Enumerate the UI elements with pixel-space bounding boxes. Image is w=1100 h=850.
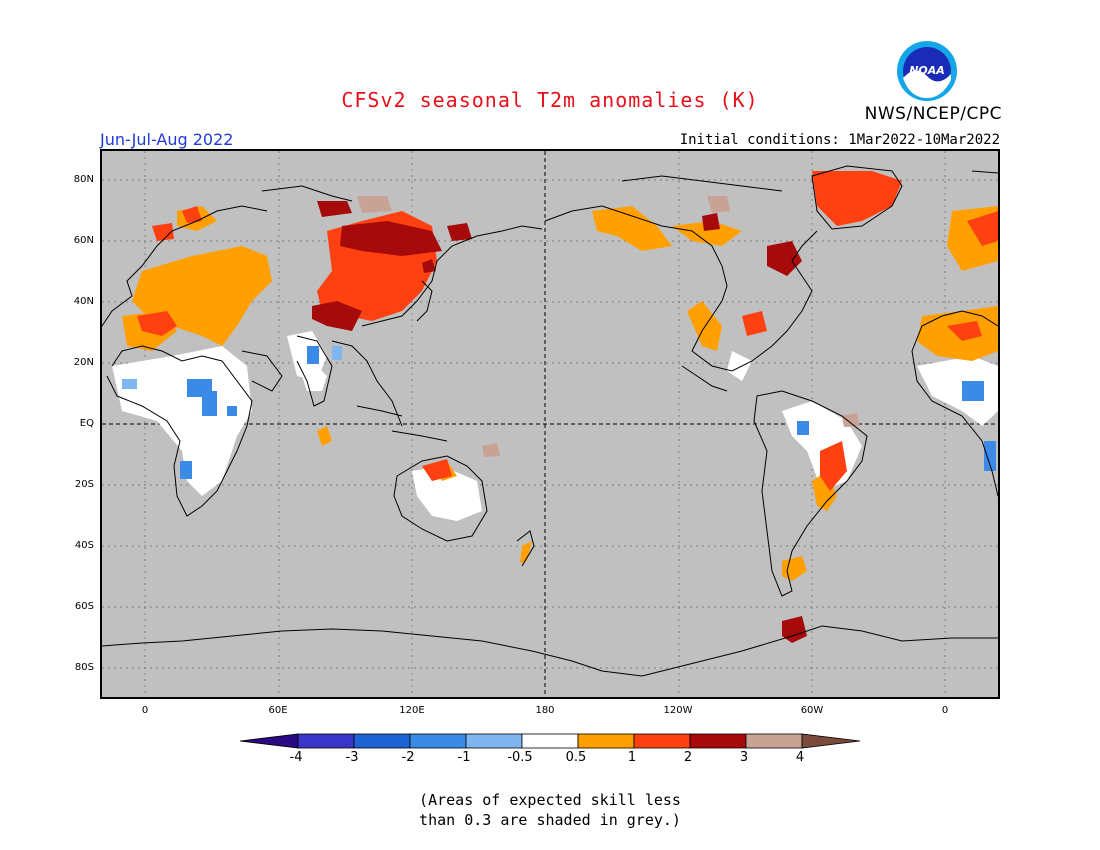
lon-label: 0 [141, 705, 149, 716]
colorbar-label: -1 [457, 750, 471, 765]
colorbar-label: 0.5 [565, 750, 587, 765]
colorbar-segment [801, 733, 861, 749]
colorbar-label: 3 [739, 750, 749, 765]
colorbar-label: 4 [795, 750, 805, 765]
lat-label: 40N [73, 296, 94, 307]
lon-label: 180 [535, 705, 555, 716]
skill-note: (Areas of expected skill less than 0.3 a… [0, 790, 1100, 830]
colorbar-segment [240, 733, 299, 749]
lat-label: 20N [73, 357, 94, 368]
skill-note-line: (Areas of expected skill less [419, 791, 681, 809]
initial-conditions-label: Initial conditions: 1Mar2022-10Mar2022 [679, 132, 1000, 148]
lon-label: 0 [941, 705, 949, 716]
lat-label: 60N [73, 235, 94, 246]
colorbar-segment [577, 733, 635, 749]
colorbar [240, 733, 861, 749]
lon-label: 120E [399, 705, 425, 716]
colorbar-segment [745, 733, 803, 749]
lat-label: 20S [74, 479, 94, 490]
lat-label: 80S [74, 662, 94, 673]
organization-label: NWS/NCEP/CPC [864, 104, 1002, 124]
colorbar-segment [465, 733, 523, 749]
colorbar-segment [353, 733, 411, 749]
colorbar-segment [633, 733, 691, 749]
lat-label: 40S [74, 540, 94, 551]
colorbar-segment [521, 733, 579, 749]
coastlines [102, 165, 998, 677]
colorbar-label: -2 [401, 750, 415, 765]
colorbar-label: 2 [683, 750, 693, 765]
map-title: CFSv2 seasonal T2m anomalies (K) [341, 88, 759, 112]
colorbar-label: -0.5 [507, 750, 533, 765]
above-normal-regions [122, 206, 998, 581]
anomaly-map [100, 149, 1000, 699]
lon-label: 60W [800, 705, 824, 716]
colorbar-segment [297, 733, 355, 749]
colorbar-label: -3 [345, 750, 359, 765]
svg-text:NOAA: NOAA [909, 64, 945, 77]
colorbar-label: -4 [289, 750, 303, 765]
skill-note-line: than 0.3 are shaded in grey.) [419, 811, 681, 829]
lat-label: 60S [74, 601, 94, 612]
lat-label: EQ [79, 418, 94, 429]
colorbar-label: 1 [627, 750, 637, 765]
lon-label: 60E [268, 705, 288, 716]
colorbar-segment [409, 733, 467, 749]
below-normal-regions [180, 346, 996, 479]
lon-label: 120W [663, 705, 693, 716]
near-normal-regions [112, 331, 998, 521]
colorbar-segment [689, 733, 747, 749]
map-canvas [102, 151, 998, 697]
season-label: Jun-Jul-Aug 2022 [100, 130, 234, 149]
lat-label: 80N [73, 174, 94, 185]
noaa-logo-icon: NOAA [896, 40, 958, 102]
